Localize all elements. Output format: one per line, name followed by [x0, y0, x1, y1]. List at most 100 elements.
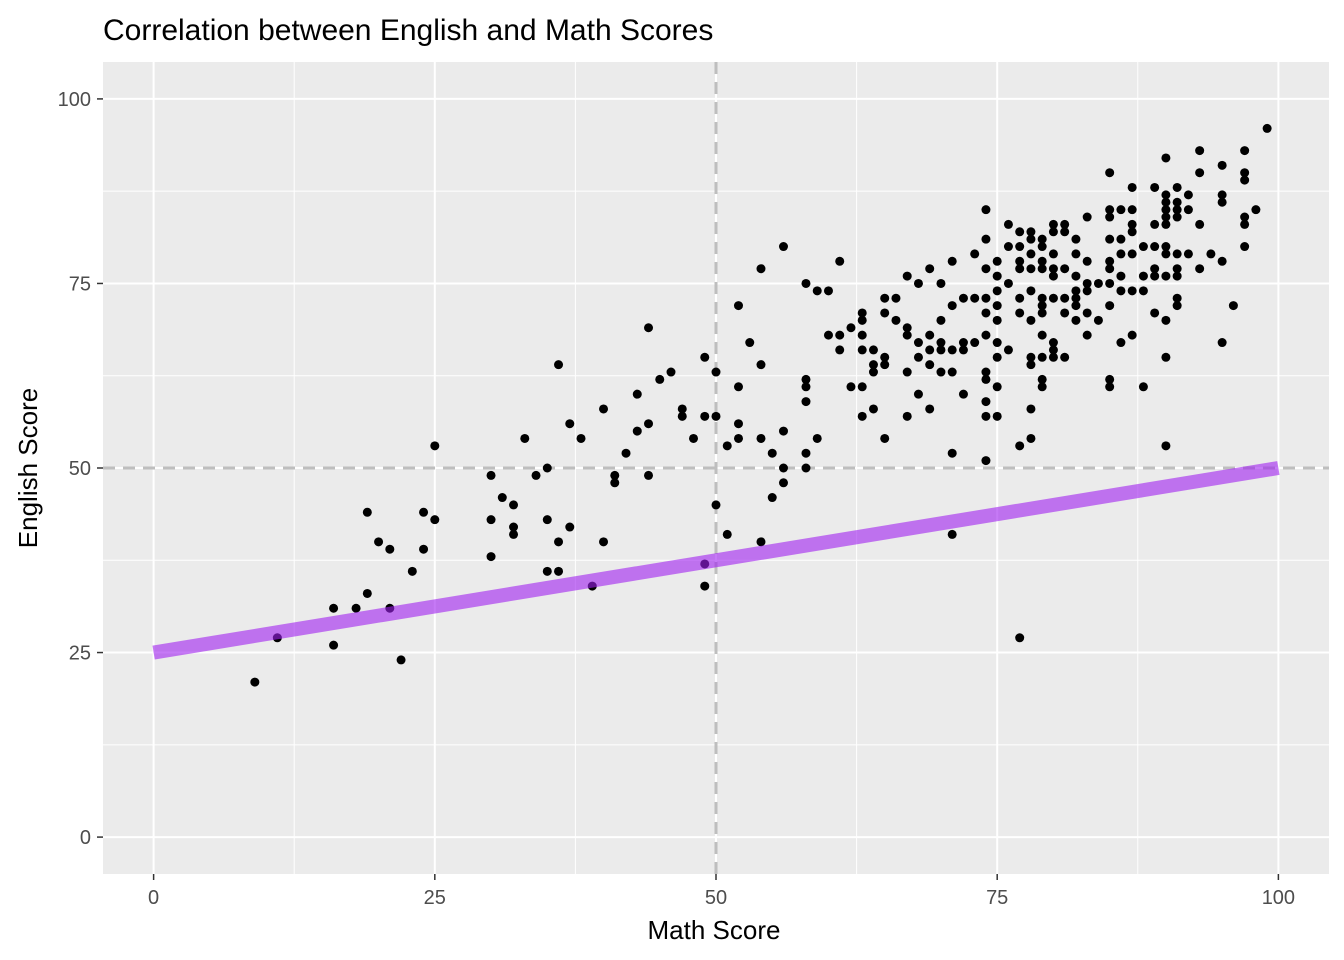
- data-point: [1037, 264, 1047, 274]
- data-point: [1048, 338, 1058, 348]
- data-point: [565, 419, 575, 429]
- data-point: [767, 448, 777, 458]
- data-point: [486, 470, 496, 480]
- y-tick-label: 100: [58, 89, 91, 111]
- data-point: [1240, 242, 1250, 252]
- data-point: [1082, 212, 1092, 222]
- data-point: [1127, 205, 1137, 215]
- data-point: [902, 367, 912, 377]
- data-point: [1037, 234, 1047, 244]
- data-point: [936, 315, 946, 325]
- data-point: [947, 367, 957, 377]
- data-point: [857, 330, 867, 340]
- data-point: [913, 338, 923, 348]
- data-point: [947, 345, 957, 355]
- data-point: [407, 566, 417, 576]
- data-point: [1127, 330, 1137, 340]
- data-point: [857, 308, 867, 318]
- data-point: [936, 338, 946, 348]
- data-point: [846, 382, 856, 392]
- data-point: [1172, 212, 1182, 222]
- data-point: [1105, 256, 1115, 266]
- data-point: [1172, 182, 1182, 192]
- data-point: [554, 566, 564, 576]
- data-point: [1172, 293, 1182, 303]
- data-point: [1161, 153, 1171, 163]
- data-point: [509, 500, 519, 510]
- data-point: [1217, 256, 1227, 266]
- data-point: [419, 544, 429, 554]
- data-point: [947, 256, 957, 266]
- data-point: [1116, 205, 1126, 215]
- data-point: [1116, 234, 1126, 244]
- data-point: [1037, 301, 1047, 311]
- data-point: [486, 515, 496, 525]
- data-point: [1071, 301, 1081, 311]
- data-point: [733, 419, 743, 429]
- data-point: [644, 323, 654, 333]
- data-point: [1240, 146, 1250, 156]
- data-point: [689, 433, 699, 443]
- data-point: [981, 264, 991, 274]
- data-point: [902, 323, 912, 333]
- data-point: [1003, 242, 1013, 252]
- data-point: [925, 404, 935, 414]
- data-point: [1251, 205, 1261, 215]
- data-point: [902, 411, 912, 421]
- x-axis-ticks: 0 25 50 75 100: [148, 874, 1295, 909]
- trend-line: [152, 461, 1280, 660]
- data-point: [430, 441, 440, 451]
- data-point: [1206, 249, 1216, 259]
- data-point: [981, 234, 991, 244]
- data-point: [958, 389, 968, 399]
- data-point: [868, 360, 878, 370]
- data-point: [1071, 293, 1081, 303]
- data-point: [958, 338, 968, 348]
- data-point: [396, 655, 406, 665]
- data-point: [1105, 212, 1115, 222]
- data-point: [677, 411, 687, 421]
- x-tick-label: 50: [705, 887, 727, 909]
- data-point: [1228, 301, 1238, 311]
- data-point: [981, 456, 991, 466]
- x-axis-title: Math Score: [648, 915, 781, 945]
- data-point: [823, 286, 833, 296]
- data-point: [700, 411, 710, 421]
- data-point: [1150, 271, 1160, 281]
- data-point: [812, 286, 822, 296]
- data-point: [1161, 219, 1171, 229]
- data-point: [880, 293, 890, 303]
- x-tick-label: 0: [148, 887, 159, 909]
- data-point: [1048, 249, 1058, 259]
- y-tick-label: 25: [69, 643, 91, 665]
- data-point: [1161, 271, 1171, 281]
- data-point: [677, 404, 687, 414]
- data-point: [1161, 441, 1171, 451]
- data-point: [1262, 123, 1272, 133]
- data-point: [362, 588, 372, 598]
- data-point: [947, 301, 957, 311]
- data-point: [913, 389, 923, 399]
- data-point: [700, 581, 710, 591]
- data-point: [1240, 168, 1250, 178]
- data-point: [835, 256, 845, 266]
- data-point: [756, 360, 766, 370]
- data-point: [835, 345, 845, 355]
- data-point: [1161, 249, 1171, 259]
- data-point: [1060, 264, 1070, 274]
- data-point: [1138, 271, 1148, 281]
- data-point: [1217, 190, 1227, 200]
- data-point: [666, 367, 676, 377]
- data-point: [1037, 330, 1047, 340]
- data-point: [520, 433, 530, 443]
- data-point: [1161, 315, 1171, 325]
- data-point: [1026, 264, 1036, 274]
- data-point: [936, 367, 946, 377]
- data-point: [970, 338, 980, 348]
- data-point: [1150, 308, 1160, 318]
- data-point: [767, 493, 777, 503]
- data-point: [1195, 264, 1205, 274]
- data-point: [857, 315, 867, 325]
- data-point: [385, 544, 395, 554]
